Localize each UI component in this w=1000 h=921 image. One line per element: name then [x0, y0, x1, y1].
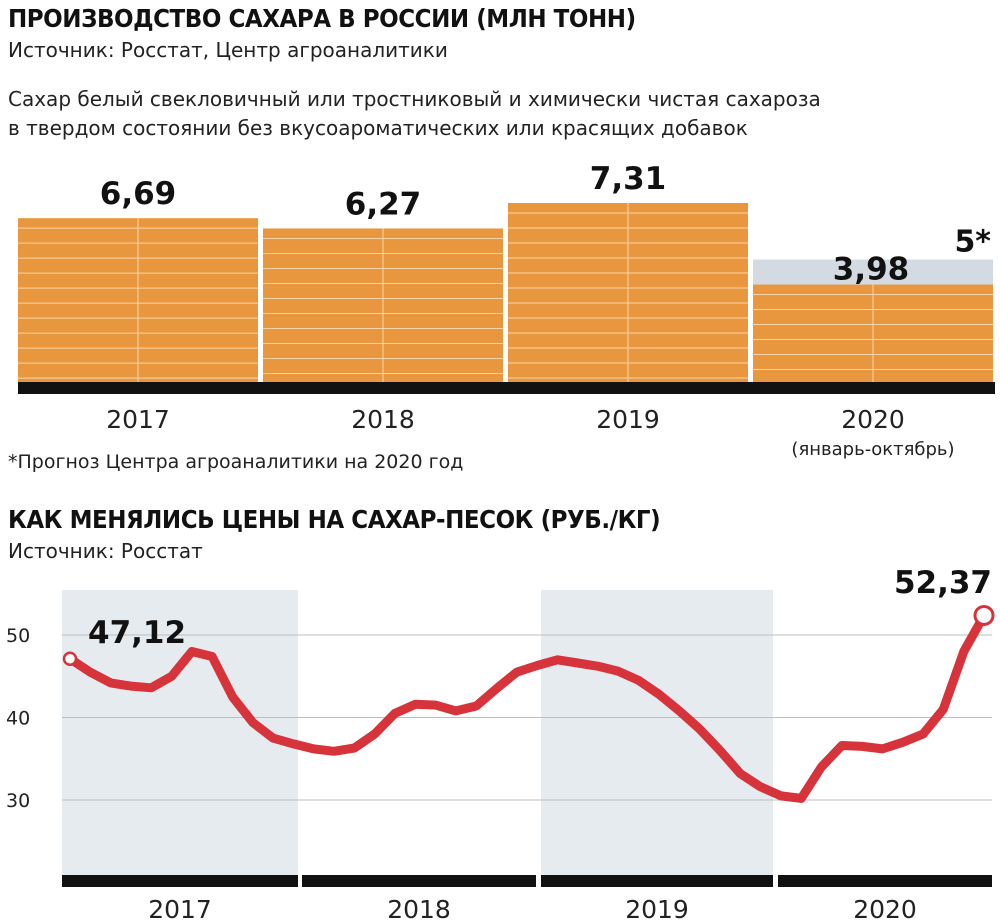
chart1-title: ПРОИЗВОДСТВО САХАРА В РОССИИ (МЛН ТОНН): [8, 4, 636, 33]
bar-category-label: 2018: [351, 405, 415, 434]
year-band-2017: [62, 590, 298, 875]
y-tick-label: 50: [6, 625, 30, 647]
y-tick-label: 40: [6, 708, 30, 730]
bar-value-label: 7,31: [590, 161, 667, 197]
start-value-label: 47,12: [88, 615, 186, 651]
year-bar-2019: [541, 875, 773, 887]
year-bar-2018: [302, 875, 536, 887]
production-bar-chart: 6,69 2017 6,27 2018 7,31 2019 5* 3,98 2020 (январ…: [18, 161, 995, 460]
bar-category-label: 2017: [106, 405, 170, 434]
bar-category-label: 2020: [841, 405, 905, 434]
bar-category-label: 2019: [596, 405, 660, 434]
x-year-label: 2019: [625, 895, 689, 921]
chart1-subtitle-line2: в твердом состоянии без вкусоароматическ…: [8, 116, 748, 140]
year-band-2019: [541, 590, 773, 875]
forecast-footnote: *Прогноз Центра агроаналитики на 2020 го…: [8, 451, 464, 473]
bar-category-note: (январь-октябрь): [791, 439, 954, 460]
y-tick-label: 30: [6, 790, 30, 812]
x-year-label: 2017: [148, 895, 212, 921]
forecast-label: 5*: [954, 225, 991, 260]
bar-value-label: 3,98: [833, 252, 910, 288]
start-point: [62, 651, 78, 667]
price-line: [65, 610, 989, 803]
chart1-source: Источник: Росстат, Центр агроаналитики: [8, 38, 448, 62]
forecast-bar: [753, 259, 993, 285]
x-year-label: 2018: [387, 895, 451, 921]
bar-baseline: [18, 382, 995, 394]
year-bar-2017: [62, 875, 298, 887]
chart2-source: Источник: Росстат: [8, 539, 203, 563]
bar-value-label: 6,69: [100, 176, 177, 212]
x-year-label: 2020: [853, 895, 917, 921]
year-bar-2020: [778, 875, 992, 887]
bar-value-label: 6,27: [345, 186, 422, 222]
chart1-subtitle-line1: Сахар белый свекловичный или тростниковы…: [8, 87, 821, 111]
end-value-label: 52,37: [894, 565, 992, 601]
chart2-title: КАК МЕНЯЛИСЬ ЦЕНЫ НА САХАР-ПЕСОК (РУБ./К…: [8, 505, 661, 534]
end-point: [973, 604, 995, 626]
